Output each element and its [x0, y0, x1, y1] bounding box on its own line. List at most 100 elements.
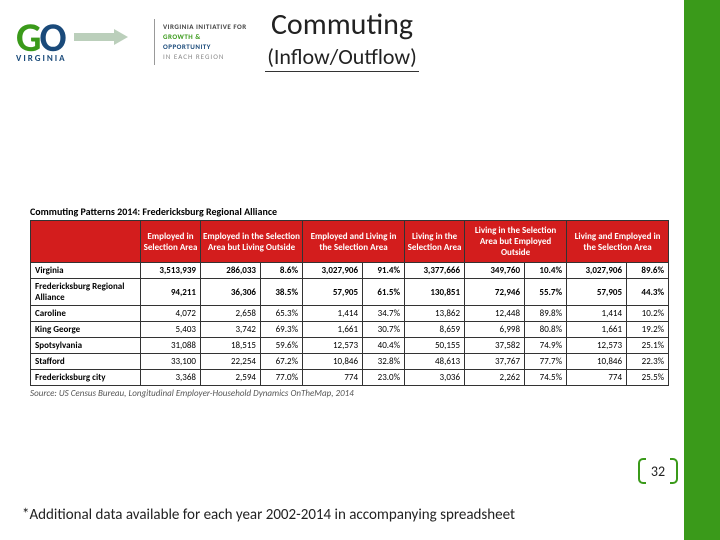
page-number: 32 [651, 463, 665, 480]
row-value: 13,862 [405, 306, 465, 322]
row-value: 23.0% [363, 370, 405, 386]
th-living-employed: Living and Employed in the Selection Are… [567, 221, 669, 263]
th-employed-out: Employed in the Selection Area but Livin… [201, 221, 303, 263]
row-value: 6,998 [465, 322, 525, 338]
row-value: 50,155 [405, 338, 465, 354]
row-value: 3,513,939 [141, 263, 201, 279]
row-value: 22,254 [201, 354, 261, 370]
th-employed-living: Employed and Living in the Selection Are… [303, 221, 405, 263]
row-value: 10,846 [567, 354, 627, 370]
row-value: 1,661 [567, 322, 627, 338]
row-value: 5,403 [141, 322, 201, 338]
row-label: Fredericksburg Regional Alliance [31, 279, 141, 306]
row-value: 65.3% [261, 306, 303, 322]
row-value: 774 [567, 370, 627, 386]
row-value: 12,573 [567, 338, 627, 354]
row-value: 72,946 [465, 279, 525, 306]
row-value: 10.4% [525, 263, 567, 279]
row-value: 74.5% [525, 370, 567, 386]
row-value: 286,033 [201, 263, 261, 279]
row-value: 10,846 [303, 354, 363, 370]
row-value: 94,211 [141, 279, 201, 306]
th-living-out: Living in the Selection Area but Employe… [465, 221, 567, 263]
row-value: 8.6% [261, 263, 303, 279]
row-value: 40.4% [363, 338, 405, 354]
row-value: 3,027,906 [303, 263, 363, 279]
row-label: King George [31, 322, 141, 338]
row-value: 4,072 [141, 306, 201, 322]
row-value: 3,027,906 [567, 263, 627, 279]
table-row: Virginia3,513,939286,0338.6%3,027,90691.… [31, 263, 669, 279]
row-value: 8,659 [405, 322, 465, 338]
row-value: 74.9% [525, 338, 567, 354]
row-value: 2,262 [465, 370, 525, 386]
row-value: 36,306 [201, 279, 261, 306]
row-value: 57,905 [303, 279, 363, 306]
footnote: *Additional data available for each year… [22, 506, 515, 524]
page-number-badge: 32 [642, 458, 674, 484]
row-value: 80.8% [525, 322, 567, 338]
row-value: 67.2% [261, 354, 303, 370]
table-header-row: Employed in Selection Area Employed in t… [31, 221, 669, 263]
page-title-block: Commuting (Inflow/Outflow) [0, 6, 684, 72]
row-value: 3,377,666 [405, 263, 465, 279]
row-value: 89.6% [627, 263, 669, 279]
row-value: 32.8% [363, 354, 405, 370]
row-value: 25.5% [627, 370, 669, 386]
row-value: 38.5% [261, 279, 303, 306]
row-value: 2,658 [201, 306, 261, 322]
row-value: 10.2% [627, 306, 669, 322]
th-employed-in: Employed in Selection Area [141, 221, 201, 263]
row-value: 31,088 [141, 338, 201, 354]
row-value: 3,036 [405, 370, 465, 386]
table-row: Fredericksburg city3,3682,59477.0%77423.… [31, 370, 669, 386]
row-value: 37,767 [465, 354, 525, 370]
row-label: Fredericksburg city [31, 370, 141, 386]
row-value: 77.0% [261, 370, 303, 386]
row-value: 774 [303, 370, 363, 386]
row-value: 1,661 [303, 322, 363, 338]
page-subtitle: (Inflow/Outflow) [265, 43, 419, 72]
row-value: 25.1% [627, 338, 669, 354]
table-row: Fredericksburg Regional Alliance94,21136… [31, 279, 669, 306]
row-value: 33,100 [141, 354, 201, 370]
row-value: 91.4% [363, 263, 405, 279]
commuting-table: Employed in Selection Area Employed in t… [30, 220, 669, 386]
row-value: 44.3% [627, 279, 669, 306]
row-value: 12,573 [303, 338, 363, 354]
row-label: Spotsylvania [31, 338, 141, 354]
row-value: 37,582 [465, 338, 525, 354]
row-value: 130,851 [405, 279, 465, 306]
row-value: 89.8% [525, 306, 567, 322]
row-value: 61.5% [363, 279, 405, 306]
row-value: 69.3% [261, 322, 303, 338]
row-value: 349,760 [465, 263, 525, 279]
commuting-table-wrap: Commuting Patterns 2014: Fredericksburg … [30, 205, 666, 399]
row-value: 3,742 [201, 322, 261, 338]
row-value: 2,594 [201, 370, 261, 386]
table-title: Commuting Patterns 2014: Fredericksburg … [30, 205, 666, 218]
table-row: Caroline4,0722,65865.3%1,41434.7%13,8621… [31, 306, 669, 322]
row-value: 19.2% [627, 322, 669, 338]
table-source: Source: US Census Bureau, Longitudinal E… [30, 388, 666, 399]
row-label: Virginia [31, 263, 141, 279]
table-row: Stafford33,10022,25467.2%10,84632.8%48,6… [31, 354, 669, 370]
row-value: 55.7% [525, 279, 567, 306]
bracket-right-icon [670, 458, 678, 484]
row-label: Caroline [31, 306, 141, 322]
table-row: King George5,4033,74269.3%1,66130.7%8,65… [31, 322, 669, 338]
th-living-in: Living in the Selection Area [405, 221, 465, 263]
row-value: 59.6% [261, 338, 303, 354]
row-value: 77.7% [525, 354, 567, 370]
page-title: Commuting [0, 6, 684, 43]
row-value: 48,613 [405, 354, 465, 370]
bracket-left-icon [638, 458, 646, 484]
row-value: 12,448 [465, 306, 525, 322]
row-label: Stafford [31, 354, 141, 370]
row-value: 18,515 [201, 338, 261, 354]
row-value: 1,414 [303, 306, 363, 322]
sidebar-accent [684, 0, 720, 540]
table-row: Spotsylvania31,08818,51559.6%12,57340.4%… [31, 338, 669, 354]
row-value: 22.3% [627, 354, 669, 370]
row-value: 34.7% [363, 306, 405, 322]
